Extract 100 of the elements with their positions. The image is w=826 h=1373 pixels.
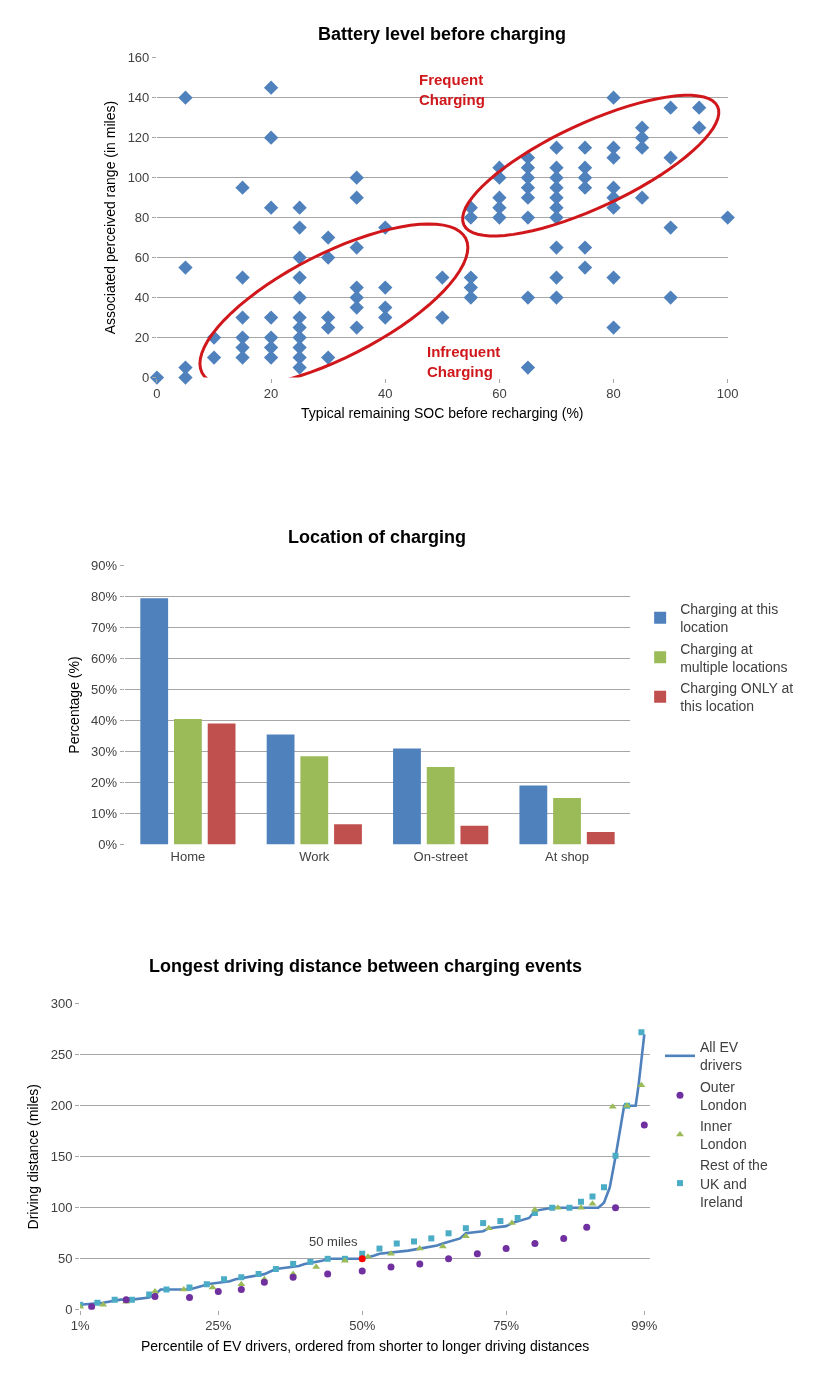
legend-label: Charging ONLY at this location [680, 680, 794, 715]
bar [426, 766, 455, 845]
point [445, 1255, 453, 1263]
bar [300, 756, 329, 845]
point [289, 1273, 297, 1281]
point [577, 1198, 584, 1205]
chart-title: Longest driving distance between charging events [149, 956, 583, 976]
point [445, 1230, 452, 1237]
y-axis-title: Driving distance (miles) [25, 1084, 42, 1230]
point [416, 1260, 424, 1268]
point [601, 1184, 607, 1191]
point [150, 1287, 159, 1294]
point [376, 1245, 383, 1252]
point [638, 1029, 645, 1036]
y-axis-title: Percentage (%) [65, 656, 82, 754]
bar [266, 734, 295, 845]
point [502, 1245, 510, 1253]
point [151, 1293, 159, 1301]
point [566, 1204, 573, 1211]
bar [460, 825, 489, 845]
point [111, 1296, 118, 1303]
x-tick-label: Home [170, 848, 206, 864]
x-tick-label: 0 [153, 386, 161, 402]
y-tick-label: 80% [91, 589, 118, 605]
point [88, 1303, 96, 1310]
legend-label: Charging at multiple locations [680, 640, 788, 675]
bar [174, 718, 202, 845]
x-tick-label: Work [299, 848, 330, 864]
annotation: Frequent Charging [419, 71, 485, 108]
x-tick-label: 1% [70, 1318, 90, 1334]
y-tick-label: 140 [127, 90, 150, 106]
chart-title: Location of charging [288, 527, 466, 547]
point [549, 1204, 556, 1211]
point [612, 1152, 619, 1159]
point [272, 1266, 279, 1273]
x-tick-label: 20 [263, 386, 279, 402]
point [146, 1291, 153, 1298]
y-tick-label: 100 [127, 170, 150, 186]
point [640, 1121, 648, 1129]
x-axis-title: Typical remaining SOC before recharging (%) [301, 405, 584, 422]
point [531, 1240, 539, 1247]
y-axis-title: Associated perceived range (in miles) [102, 100, 119, 335]
bar [519, 785, 548, 845]
point [480, 1220, 487, 1227]
point [163, 1286, 170, 1293]
chart-title: Battery level before charging [318, 24, 567, 44]
x-tick-label: 60 [492, 386, 507, 402]
point [560, 1234, 568, 1242]
point [255, 1271, 262, 1278]
legend-label: Charging at this location [680, 601, 779, 636]
point [358, 1267, 366, 1275]
y-tick-label: 10% [91, 805, 118, 821]
y-tick-label: 80 [134, 210, 150, 226]
point [238, 1274, 245, 1281]
point [307, 1258, 314, 1265]
x-tick-label: 75% [493, 1318, 520, 1334]
point [324, 1255, 331, 1262]
x-tick-label: 50% [349, 1318, 376, 1334]
point [473, 1250, 481, 1258]
y-tick-label: 90% [91, 558, 118, 574]
point [583, 1223, 591, 1231]
bar [393, 748, 421, 845]
point [179, 1285, 188, 1292]
point [214, 1287, 222, 1295]
point [208, 1283, 217, 1290]
y-tick-label: 250 [50, 1047, 73, 1063]
x-tick-label: 99% [631, 1318, 658, 1334]
y-tick-label: 200 [50, 1098, 73, 1114]
y-tick-label: 160 [127, 50, 150, 66]
point [497, 1218, 504, 1225]
x-axis-title: Percentile of EV drivers, ordered from shorter to longer driving distances [140, 1337, 590, 1354]
y-tick-label: 60% [91, 651, 118, 667]
y-tick-label: 120 [127, 130, 150, 146]
point [393, 1240, 400, 1247]
bar [553, 797, 581, 845]
bar [586, 832, 615, 845]
point [514, 1214, 521, 1221]
y-tick-label: 40% [91, 713, 118, 729]
bar [140, 598, 169, 845]
legend-label: Outer London [699, 1078, 747, 1113]
point [186, 1294, 193, 1302]
point [428, 1235, 435, 1242]
x-tick-label: 25% [205, 1318, 232, 1334]
point [290, 1260, 297, 1267]
annotation: Infrequent Charging [427, 343, 501, 380]
x-tick-label: On-street [413, 848, 469, 864]
y-tick-label: 60 [134, 250, 150, 266]
legend-label: Rest of the UK and Ireland [699, 1157, 768, 1210]
x-tick-label: 80 [606, 386, 621, 402]
point [324, 1270, 332, 1278]
y-tick-label: 100 [50, 1200, 73, 1216]
y-tick-label: 50% [91, 682, 118, 698]
point [186, 1284, 193, 1291]
bar [334, 824, 362, 845]
x-tick-label: 40 [378, 386, 393, 402]
point [462, 1225, 469, 1232]
x-tick-label: 100 [716, 386, 739, 402]
y-tick-label: 150 [50, 1149, 73, 1165]
point [221, 1276, 228, 1283]
y-tick-label: 30% [91, 744, 118, 760]
